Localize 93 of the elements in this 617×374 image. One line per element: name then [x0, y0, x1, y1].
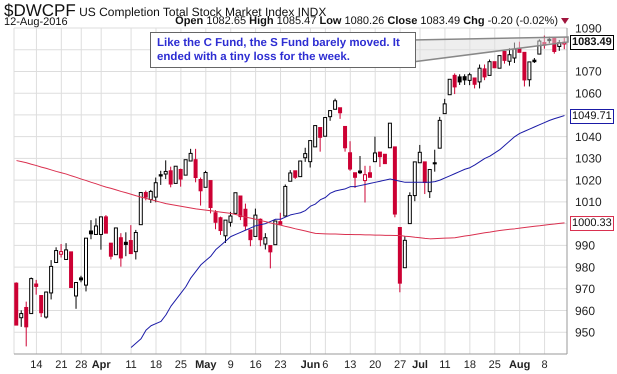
x-tick-label: 27	[394, 359, 406, 371]
x-tick-label: 23	[274, 359, 287, 371]
candlestick	[74, 282, 78, 310]
x-tick-label: 6	[322, 359, 328, 371]
candlestick	[273, 220, 278, 246]
data-label: 1000.33	[570, 216, 614, 231]
x-tick-label: 25	[174, 359, 188, 371]
x-tick-label: 18	[150, 359, 162, 371]
line-series	[130, 115, 566, 348]
candlestick	[472, 77, 477, 89]
text: 1083.49	[572, 36, 612, 48]
x-tick-label: 14	[30, 359, 43, 371]
candlestick	[144, 190, 148, 201]
candlestick	[488, 59, 492, 76]
line-series	[16, 160, 566, 240]
x-tick-label: Jun	[300, 359, 320, 371]
data-label: 1049.71	[570, 108, 614, 124]
candlestick	[298, 160, 302, 178]
y-tick-label: 1060	[575, 86, 602, 100]
y-tick-label: 1090	[575, 21, 602, 36]
candlestick	[34, 279, 38, 296]
x-tick-label: Jul	[412, 359, 428, 371]
x-tick-label: 25	[488, 359, 501, 371]
x-tick-label: 18	[464, 359, 476, 371]
candlestick	[372, 136, 377, 162]
chart-subtitle: 12-Aug-2016	[4, 16, 68, 28]
candlestick	[39, 295, 44, 318]
candlestick	[178, 168, 183, 188]
candlestick	[452, 72, 457, 95]
candlestick	[233, 192, 238, 214]
candlestick	[542, 35, 546, 50]
candlestick	[278, 212, 282, 225]
candlestick	[248, 229, 252, 247]
x-tick-label: Apr	[92, 359, 112, 371]
candlestick	[343, 126, 348, 152]
candlestick	[348, 140, 352, 172]
candlestick	[428, 168, 432, 198]
candlestick	[448, 78, 452, 96]
y-tick-label: 1040	[575, 130, 602, 144]
annotation: Like the C Fund, the S Fund barely moved. It ended with a tiny loss for the week.	[150, 32, 416, 68]
x-tick-label: 11	[125, 359, 137, 371]
y-tick-label: 990	[575, 238, 596, 253]
candlestick	[194, 148, 198, 183]
candlestick	[174, 166, 178, 184]
x-tick-label: 8	[542, 359, 548, 371]
y-tick-label: 970	[575, 282, 596, 296]
y-tick-label: 960	[575, 304, 596, 318]
candlestick	[104, 214, 108, 234]
x-tick-label: May	[195, 359, 218, 371]
candlestick	[323, 117, 328, 137]
candlestick	[482, 64, 487, 81]
candlestick	[358, 156, 362, 175]
candlestick	[19, 310, 24, 328]
candlestick	[198, 177, 203, 206]
candlestick	[333, 98, 338, 110]
x-tick-label: 11	[439, 359, 451, 371]
x-tick-label: 28	[75, 359, 88, 371]
candlestick	[253, 208, 258, 237]
y-tick-label: 1030	[575, 152, 602, 166]
candlestick	[498, 55, 502, 69]
candlestick	[108, 242, 113, 260]
candlestick	[442, 98, 447, 114]
candlestick	[432, 149, 437, 172]
x-tick-label: 20	[369, 359, 382, 371]
x-tick-label: Aug	[508, 359, 530, 371]
x-tick-label: 13	[344, 359, 356, 371]
candlestick	[537, 38, 542, 55]
candlestick	[128, 224, 133, 254]
candlestick	[422, 161, 427, 195]
candlestick	[118, 232, 123, 268]
x-tick-label: 21	[55, 359, 68, 371]
y-tick-label: 1010	[575, 195, 602, 210]
candlestick	[318, 127, 322, 152]
y-tick-label: 1020	[575, 173, 602, 188]
x-tick-label: 9	[228, 359, 234, 371]
y-tick-label: 1070	[575, 64, 602, 79]
x-tick-label: 16	[250, 359, 262, 371]
candlestick	[502, 50, 506, 64]
candlestick	[338, 107, 342, 120]
candlestick	[552, 38, 556, 54]
candlestick	[24, 301, 28, 347]
y-tick-label: 980	[575, 260, 596, 274]
candlestick	[288, 170, 292, 182]
candlestick	[168, 166, 173, 188]
candlestick	[124, 232, 128, 257]
y-tick-label: 950	[575, 326, 596, 340]
candlestick	[134, 229, 138, 260]
candlestick	[353, 172, 358, 188]
candlestick	[478, 64, 482, 89]
candlestick	[328, 110, 332, 122]
candlestick	[263, 232, 268, 250]
candlestick	[268, 245, 272, 269]
candlestick	[204, 170, 208, 188]
